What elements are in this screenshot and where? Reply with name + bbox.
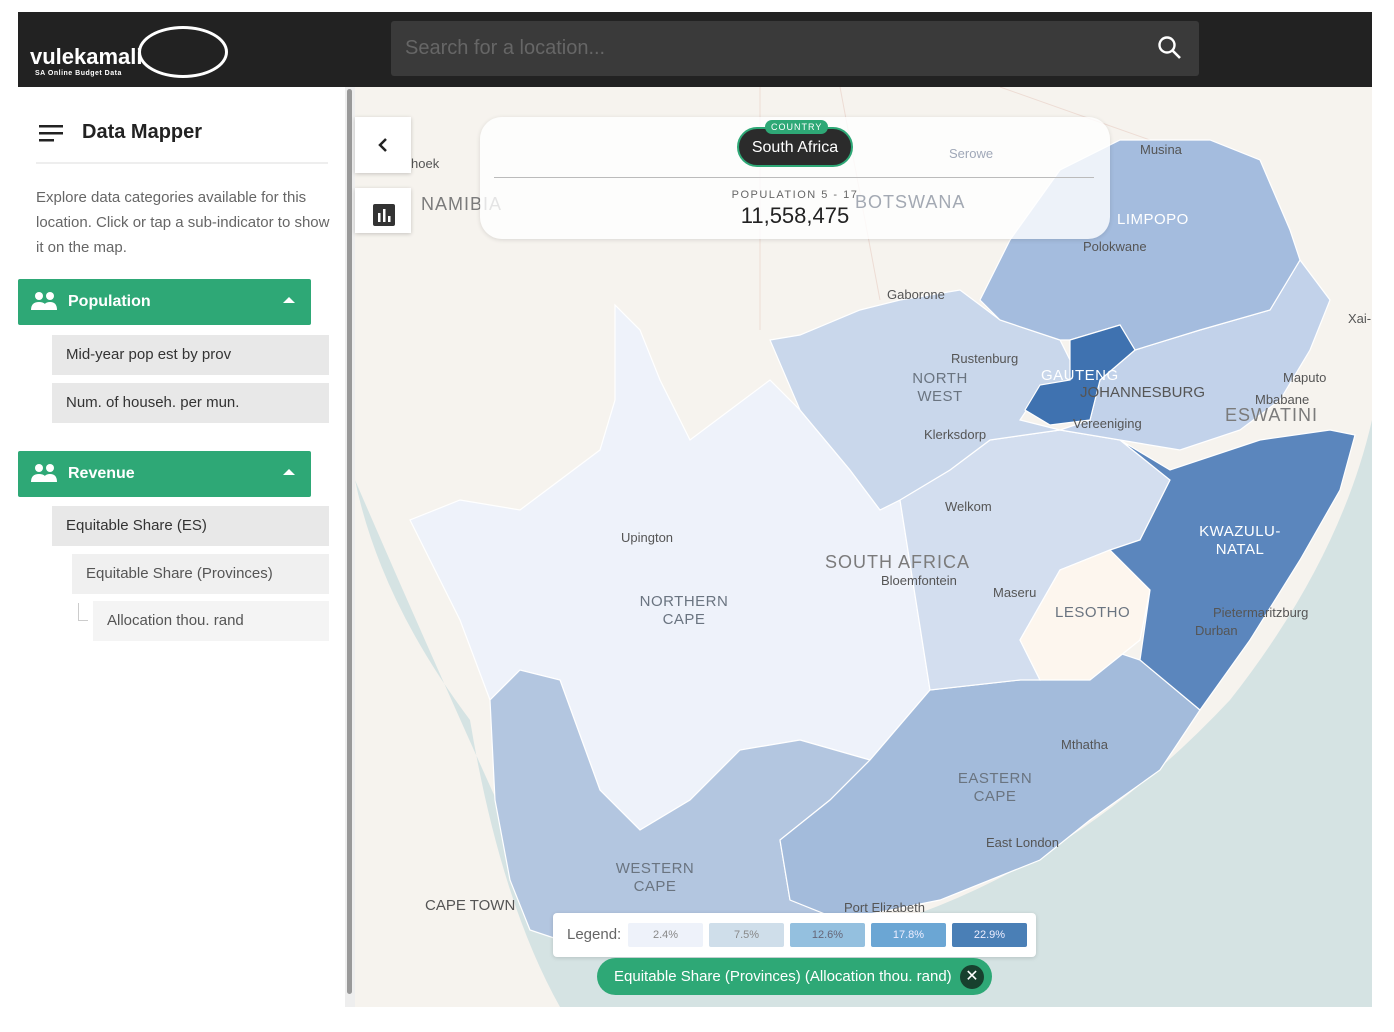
- city-label: Mbabane: [1255, 392, 1310, 407]
- country-label: ESWATINI: [1225, 405, 1318, 425]
- category-revenue[interactable]: Revenue: [18, 451, 311, 497]
- people-icon: [31, 292, 57, 310]
- collapse-caret-icon[interactable]: [283, 297, 295, 303]
- legend-swatch: 17.8%: [871, 923, 946, 947]
- province-kwazulu-natal[interactable]: [1108, 429, 1356, 711]
- vulekamali-logo[interactable]: vulekamali SA Online Budget Data: [30, 22, 240, 82]
- people-icon: [31, 464, 57, 482]
- logo-ring-icon: [138, 26, 228, 78]
- country-label: LESOTHO: [1055, 604, 1131, 621]
- panel-title: Data Mapper: [82, 121, 203, 143]
- legend-swatch: 7.5%: [709, 923, 784, 947]
- province-label: EASTERN CAPE: [957, 770, 1033, 805]
- city-label: Musina: [1140, 142, 1182, 157]
- city-label: Durban: [1195, 623, 1238, 638]
- category-label: Revenue: [68, 465, 135, 482]
- active-indicator-label: Equitable Share (Provinces) (Allocation …: [614, 968, 952, 985]
- province-label: NORTHERN CAPE: [639, 593, 729, 628]
- country-label: SOUTH AFRICA: [825, 552, 971, 572]
- tree-connector: [78, 603, 88, 621]
- city-label: Maseru: [993, 585, 1037, 600]
- legend-swatch: 2.4%: [628, 923, 703, 947]
- province-gauteng[interactable]: [1024, 324, 1136, 426]
- city-label: Upington: [621, 530, 674, 545]
- logo-text: vulekamali: [30, 44, 143, 69]
- chevron-left-icon: [378, 138, 387, 152]
- map-legend: Legend: 2.4% 7.5% 12.6% 17.8% 22.9%: [553, 913, 1036, 957]
- legend-swatch: 22.9%: [952, 923, 1027, 947]
- city-label: JOHANNESBURG: [1080, 384, 1206, 401]
- city-label: Gaborone: [887, 287, 945, 302]
- city-label: Xai-: [1348, 311, 1372, 326]
- collapse-panel-button[interactable]: [355, 117, 411, 173]
- city-label: Polokwane: [1083, 239, 1147, 254]
- search-icon[interactable]: [1157, 35, 1183, 61]
- close-icon[interactable]: ✕: [960, 965, 984, 989]
- logo-tagline: SA Online Budget Data: [35, 70, 122, 77]
- province-label: WESTERN CAPE: [615, 860, 695, 895]
- province-label: LIMPOPO: [1117, 211, 1189, 228]
- panel-scrollbar[interactable]: [345, 87, 355, 1007]
- data-mapper-panel: Data Mapper Explore data categories avai…: [18, 87, 343, 1007]
- city-label: Bloemfontein: [881, 573, 957, 588]
- divider: [494, 177, 1094, 178]
- search-input[interactable]: [405, 21, 1145, 76]
- city-label: Vereeniging: [1073, 416, 1142, 431]
- sub-indicator-equitable-share-provinces[interactable]: Equitable Share (Provinces): [72, 554, 329, 594]
- city-label: Rustenburg: [951, 351, 1019, 366]
- legend-swatch: 12.6%: [790, 923, 865, 947]
- location-search: [391, 21, 1199, 76]
- legend-label: Legend:: [567, 926, 622, 943]
- metric-value: 11,558,475: [740, 203, 850, 228]
- panel-description: Explore data categories available for th…: [36, 189, 330, 256]
- city-label: East London: [986, 835, 1060, 850]
- sub-indicator-mid-year-pop[interactable]: Mid-year pop est by prov: [52, 335, 329, 375]
- city-label: Port Elizabeth: [844, 900, 925, 915]
- bar-chart-icon: [373, 204, 395, 226]
- ocean: [355, 420, 1372, 1007]
- map-svg: [355, 87, 1372, 1007]
- lesotho: [1019, 549, 1151, 681]
- city-label: Klerksdorp: [924, 427, 987, 442]
- category-population[interactable]: Population: [18, 279, 311, 325]
- chart-toggle-button[interactable]: [355, 188, 411, 233]
- city-label: hoek: [411, 156, 440, 171]
- sub-indicator-allocation[interactable]: Allocation thou. rand: [93, 601, 329, 641]
- sub-indicator-equitable-share[interactable]: Equitable Share (ES): [52, 506, 329, 546]
- location-info-card: COUNTRY South Africa POPULATION 5 - 17 1…: [480, 117, 1110, 239]
- collapse-caret-icon[interactable]: [283, 469, 295, 475]
- city-label: Maputo: [1283, 370, 1327, 385]
- panel-header: Data Mapper: [36, 109, 328, 164]
- province-label: GAUTENG: [1041, 367, 1119, 384]
- city-label: Welkom: [945, 499, 992, 514]
- city-label: Serowe: [949, 146, 994, 161]
- top-bar: vulekamali SA Online Budget Data: [18, 12, 1372, 87]
- city-label: Pietermaritzburg: [1213, 605, 1309, 620]
- sub-indicator-households[interactable]: Num. of househ. per mun.: [52, 383, 329, 423]
- location-type-badge: COUNTRY: [765, 120, 829, 134]
- city-label: CAPE TOWN: [425, 897, 516, 914]
- country-label: BOTSWANA: [855, 192, 966, 212]
- category-label: Population: [68, 293, 151, 310]
- active-indicator-chip[interactable]: Equitable Share (Provinces) (Allocation …: [597, 958, 992, 995]
- choropleth-map[interactable]: NAMIBIA BOTSWANA SOUTH AFRICA ESWATINI L…: [355, 87, 1372, 1007]
- metric-label: POPULATION 5 - 17: [731, 189, 859, 201]
- province-label: NORTH WEST: [912, 370, 968, 405]
- province-label: KWAZULU-NATAL: [1199, 523, 1281, 558]
- city-label: Mthatha: [1061, 737, 1108, 752]
- menu-icon[interactable]: [39, 124, 63, 142]
